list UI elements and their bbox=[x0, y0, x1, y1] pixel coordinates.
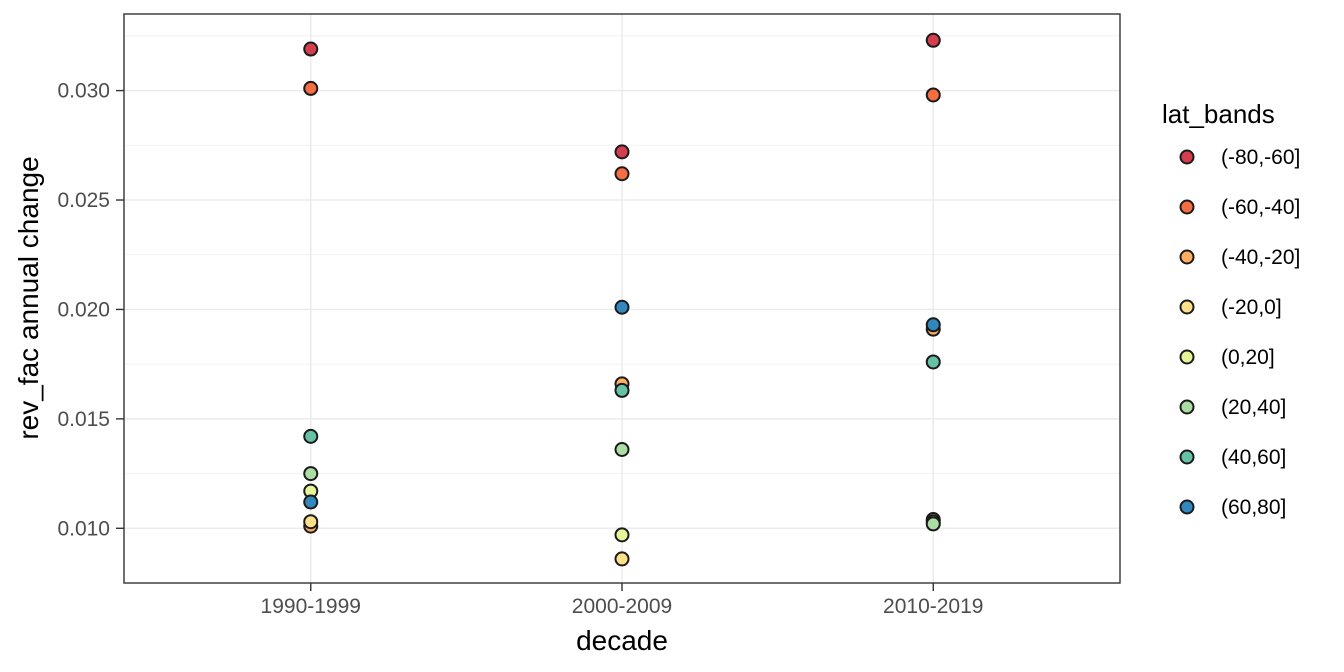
point-(20,40]-2000-2009 bbox=[614, 442, 630, 458]
y-tick-label: 0.025 bbox=[57, 189, 110, 212]
point-(-60,-40]-1990-1999 bbox=[303, 80, 319, 96]
point-(20,40]-1990-1999 bbox=[303, 466, 319, 482]
data-points bbox=[303, 32, 941, 567]
y-axis-title: rev_fac annual change bbox=[13, 156, 44, 439]
legend: (-80,-60] (-60,-40] (-40,-20] (-20,0] (0,20]… bbox=[1179, 146, 1300, 519]
point-(-20,0]-2000-2009 bbox=[614, 551, 630, 567]
point-(-60,-40]-2010-2019 bbox=[925, 87, 941, 103]
legend-label-(0,20]: (0,20] bbox=[1221, 346, 1275, 369]
point-(60,80]-2010-2019 bbox=[925, 317, 941, 333]
legend-key-(0,20] bbox=[1179, 349, 1195, 365]
y-tick-label: 0.010 bbox=[57, 517, 110, 540]
legend-label-(-40,-20]: (-40,-20] bbox=[1221, 246, 1300, 269]
legend-label-(20,40]: (20,40] bbox=[1221, 396, 1286, 419]
point-(40,60]-1990-1999 bbox=[303, 428, 319, 444]
axis-tick-labels: 0.010 0.015 0.020 0.025 0.030 1990-1999 2000-2… bbox=[57, 80, 983, 618]
legend-key-(-20,0] bbox=[1179, 299, 1195, 315]
point-(60,80]-2000-2009 bbox=[614, 299, 630, 315]
point-(-60,-40]-2000-2009 bbox=[614, 166, 630, 182]
legend-label-(-80,-60]: (-80,-60] bbox=[1221, 146, 1300, 169]
point-(-20,0]-1990-1999 bbox=[303, 514, 319, 530]
point-(-80,-60]-2000-2009 bbox=[614, 144, 630, 160]
x-axis-title: decade bbox=[576, 625, 668, 656]
legend-key-(-60,-40] bbox=[1179, 199, 1195, 215]
legend-key-(20,40] bbox=[1179, 399, 1195, 415]
x-tick-label: 2010-2019 bbox=[883, 595, 983, 618]
y-tick-label: 0.020 bbox=[57, 298, 110, 321]
y-tick-label: 0.030 bbox=[57, 80, 110, 103]
legend-label-(60,80]: (60,80] bbox=[1221, 496, 1286, 519]
x-tick-label: 2000-2009 bbox=[572, 595, 672, 618]
gridlines bbox=[124, 14, 1120, 583]
legend-label-(-20,0]: (-20,0] bbox=[1221, 296, 1282, 319]
legend-key-(60,80] bbox=[1179, 499, 1195, 515]
legend-title: lat_bands bbox=[1162, 99, 1275, 129]
legend-key-(-40,-20] bbox=[1179, 249, 1195, 265]
axis-ticks bbox=[116, 89, 934, 591]
legend-label-(-60,-40]: (-60,-40] bbox=[1221, 196, 1300, 219]
point-(0,20]-2000-2009 bbox=[614, 527, 630, 543]
point-(20,40]-2010-2019 bbox=[925, 516, 941, 532]
y-tick-label: 0.015 bbox=[57, 408, 110, 431]
point-(-80,-60]-2010-2019 bbox=[925, 32, 941, 48]
point-(40,60]-2010-2019 bbox=[925, 354, 941, 370]
point-(40,60]-2000-2009 bbox=[614, 382, 630, 398]
x-tick-label: 1990-1999 bbox=[261, 595, 361, 618]
legend-label-(40,60]: (40,60] bbox=[1221, 446, 1286, 469]
point-(-80,-60]-1990-1999 bbox=[303, 41, 319, 57]
legend-key-(40,60] bbox=[1179, 449, 1195, 465]
point-(60,80]-1990-1999 bbox=[303, 494, 319, 510]
legend-key-(-80,-60] bbox=[1179, 149, 1195, 165]
